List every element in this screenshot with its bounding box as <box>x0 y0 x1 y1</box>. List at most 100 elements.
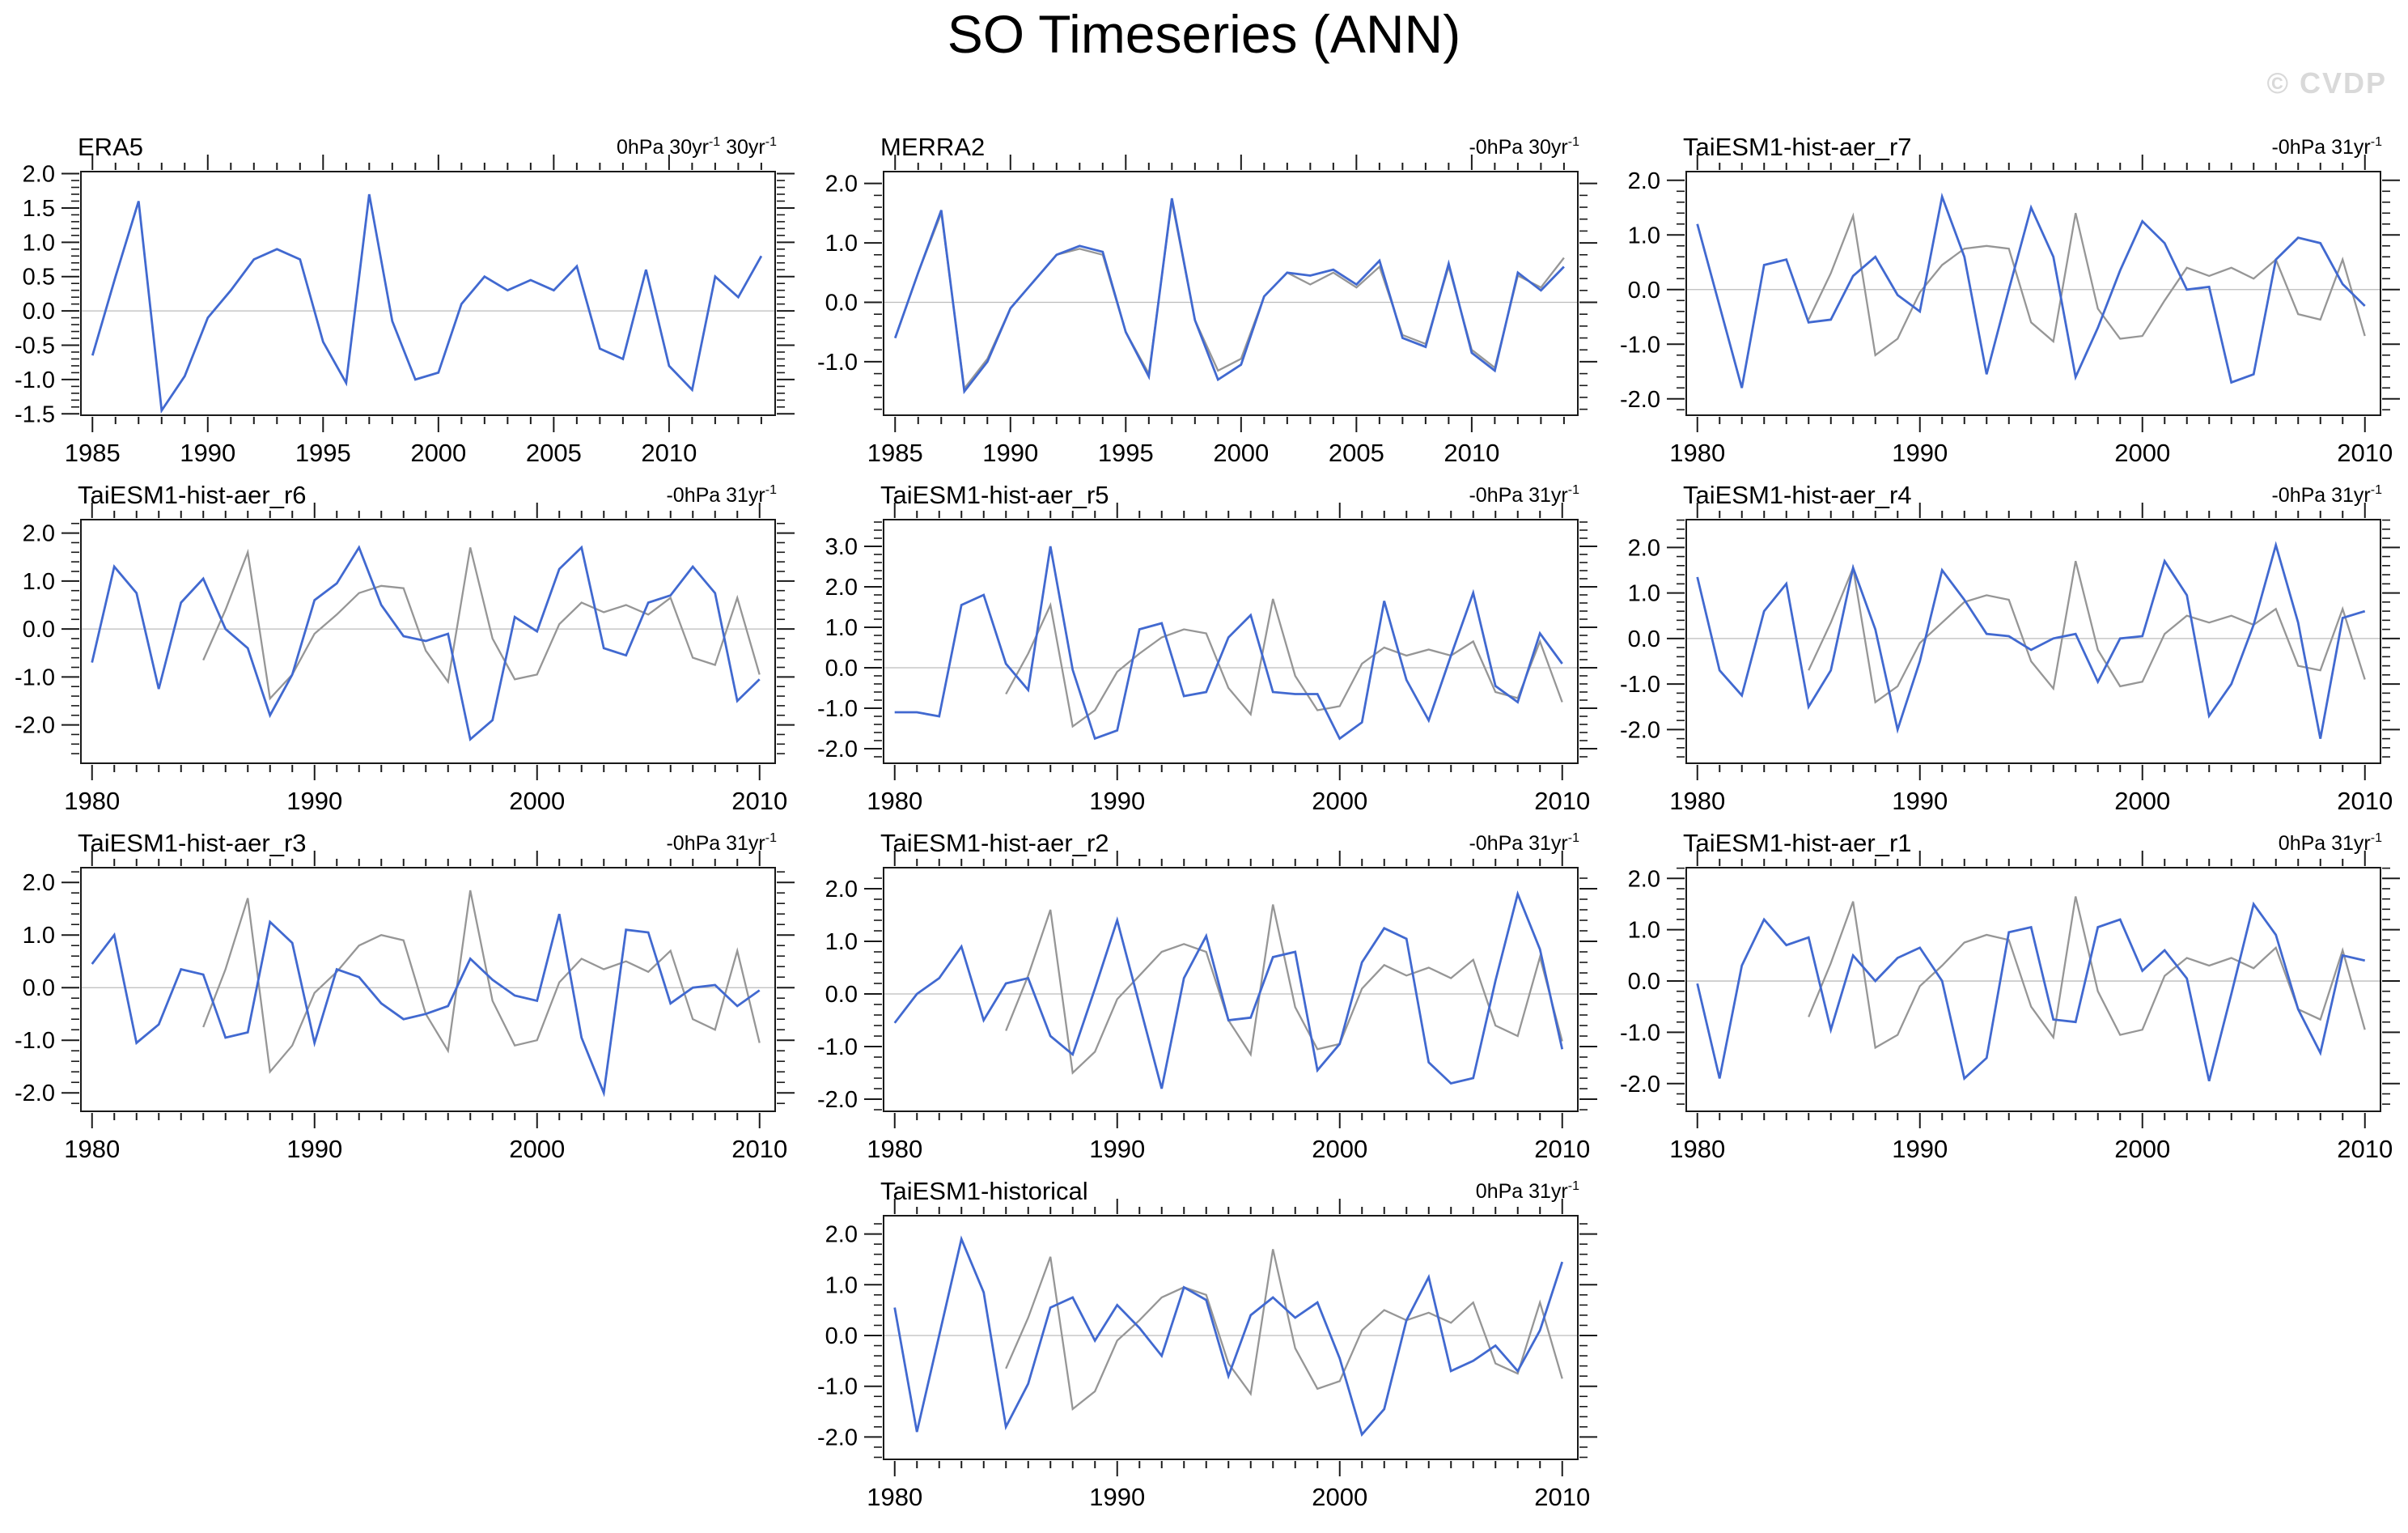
x-tick-label: 2010 <box>1534 1483 1590 1511</box>
y-tick-label: 2.0 <box>23 162 55 188</box>
y-tick-label: 2.0 <box>825 877 858 902</box>
y-tick-label: 0.5 <box>23 265 55 291</box>
x-tick-label: 1980 <box>867 1483 922 1511</box>
axis-ticks <box>864 503 1597 780</box>
panel-title: TaiESM1-hist-aer_r4 <box>1683 481 1912 509</box>
y-tick-label: 1.5 <box>23 196 55 222</box>
y-tick-label: 0.0 <box>23 299 55 325</box>
model-line <box>91 913 761 1098</box>
model-line <box>1696 541 2366 739</box>
model-line <box>893 1235 1564 1437</box>
timeseries-panel: ERA5 0hPa 30yr-1 30yr-1 1985 1990 1995 2000 20… <box>0 121 803 469</box>
x-tick-label: 1995 <box>1098 439 1154 467</box>
y-tick-label: -1.0 <box>15 1028 55 1054</box>
x-tick-label: 1990 <box>180 439 235 467</box>
obs-line <box>1005 1249 1563 1412</box>
y-tick-label: -2.0 <box>817 1087 858 1113</box>
timeseries-chart: TaiESM1-hist-aer_r2 -0hPa 31yr-1 1980 1990 2… <box>817 829 1597 1163</box>
x-tick-label: 1990 <box>982 439 1038 467</box>
plot-box <box>883 867 1579 1112</box>
panel-units-label: -0hPa 31yr-1 <box>666 831 777 855</box>
obs-line <box>1808 212 2366 357</box>
model-line <box>1696 192 2366 389</box>
x-tick-label: 2000 <box>1213 439 1269 467</box>
y-tick-label: 1.0 <box>825 615 858 641</box>
x-tick-label: 1990 <box>1089 787 1145 815</box>
x-tick-label: 2010 <box>1444 439 1499 467</box>
cvdp-watermark: © CVDP <box>2266 66 2387 100</box>
x-tick-label: 1980 <box>867 787 922 815</box>
y-tick-label: 2.0 <box>23 870 55 896</box>
y-tick-label: -1.0 <box>1620 672 1660 698</box>
x-tick-label: 2005 <box>526 439 582 467</box>
x-tick-label: 2005 <box>1329 439 1384 467</box>
axis-ticks <box>1667 503 2400 780</box>
timeseries-panel: TaiESM1-historical 0hPa 31yr-1 1980 1990 200… <box>803 1166 1605 1514</box>
panel-title: TaiESM1-hist-aer_r3 <box>78 829 307 857</box>
panel-units-label: 0hPa 31yr-1 <box>2279 831 2382 855</box>
x-tick-label: 1990 <box>1089 1483 1145 1511</box>
timeseries-panel: TaiESM1-hist-aer_r4 -0hPa 31yr-1 1980 1990 2… <box>1605 469 2408 817</box>
timeseries-panel: TaiESM1-hist-aer_r6 -0hPa 31yr-1 1980 1990 2… <box>0 469 803 817</box>
x-tick-label: 2000 <box>1312 787 1367 815</box>
panel-units-label: 0hPa 30yr-1 30yr-1 <box>617 135 777 159</box>
model-line <box>91 193 763 414</box>
y-tick-label: 2.0 <box>825 172 858 197</box>
y-tick-label: 1.0 <box>825 231 858 257</box>
x-tick-label: 2010 <box>641 439 697 467</box>
plot-box <box>80 519 776 764</box>
y-tick-label: -2.0 <box>15 1081 55 1106</box>
x-tick-label: 1990 <box>1089 1135 1145 1163</box>
y-tick-label: 1.0 <box>23 230 55 256</box>
y-tick-label: 0.0 <box>825 982 858 1008</box>
panel-units-label: -0hPa 31yr-1 <box>1469 831 1579 855</box>
axis-ticks <box>61 851 795 1128</box>
x-tick-label: 2010 <box>731 1135 787 1163</box>
plot-box <box>883 171 1579 416</box>
timeseries-chart: TaiESM1-hist-aer_r6 -0hPa 31yr-1 1980 1990 2… <box>15 481 795 815</box>
y-tick-label: -0.5 <box>15 333 55 359</box>
y-tick-label: 0.0 <box>825 291 858 316</box>
axis-ticks <box>61 503 795 780</box>
panel-units-label: -0hPa 31yr-1 <box>1469 483 1579 507</box>
y-tick-label: 2.0 <box>23 521 55 547</box>
x-tick-label: 2010 <box>2337 439 2393 467</box>
y-tick-label: 2.0 <box>1628 168 1660 194</box>
plot-box <box>883 519 1579 764</box>
x-tick-label: 2000 <box>2114 439 2170 467</box>
timeseries-chart: TaiESM1-hist-aer_r3 -0hPa 31yr-1 1980 1990 2… <box>15 829 795 1163</box>
axis-ticks <box>1667 155 2400 432</box>
x-tick-label: 1990 <box>1892 1135 1948 1163</box>
y-tick-label: -1.5 <box>15 401 55 427</box>
axis-ticks <box>61 155 795 432</box>
plot-box <box>1685 519 2381 764</box>
x-tick-label: 2000 <box>2114 1135 2170 1163</box>
y-tick-label: 1.0 <box>825 929 858 955</box>
y-tick-label: -1.0 <box>15 665 55 690</box>
y-tick-label: 0.0 <box>1628 626 1660 652</box>
panel-title: ERA5 <box>78 133 143 161</box>
y-tick-label: 0.0 <box>1628 969 1660 995</box>
panel-title: TaiESM1-hist-aer_r6 <box>78 481 307 509</box>
x-tick-label: 1980 <box>64 787 120 815</box>
y-tick-label: 2.0 <box>1628 535 1660 561</box>
plot-box <box>80 867 776 1112</box>
panel-title: TaiESM1-hist-aer_r1 <box>1683 829 1912 857</box>
timeseries-panel: MERRA2 -0hPa 30yr-1 1985 1990 1995 2000 2005 20… <box>803 121 1605 469</box>
timeseries-chart: MERRA2 -0hPa 30yr-1 1985 1990 1995 2000 2005 20… <box>817 133 1597 467</box>
plot-box <box>883 1215 1579 1460</box>
y-tick-label: -1.0 <box>1620 1020 1660 1046</box>
axis-ticks <box>864 851 1597 1128</box>
timeseries-panel: TaiESM1-hist-aer_r5 -0hPa 31yr-1 1980 1990 2… <box>803 469 1605 817</box>
x-tick-label: 2010 <box>1534 1135 1590 1163</box>
panel-title: MERRA2 <box>880 133 985 161</box>
y-tick-label: 1.0 <box>1628 581 1660 607</box>
y-tick-label: -2.0 <box>1620 717 1660 743</box>
y-tick-label: 3.0 <box>825 534 858 560</box>
timeseries-chart: TaiESM1-hist-aer_r1 0hPa 31yr-1 1980 1990 20… <box>1620 829 2400 1163</box>
y-tick-label: -2.0 <box>1620 1072 1660 1098</box>
panel-title: TaiESM1-hist-aer_r7 <box>1683 133 1912 161</box>
x-tick-label: 1990 <box>1892 439 1948 467</box>
timeseries-panel: TaiESM1-hist-aer_r3 -0hPa 31yr-1 1980 1990 2… <box>0 817 803 1166</box>
